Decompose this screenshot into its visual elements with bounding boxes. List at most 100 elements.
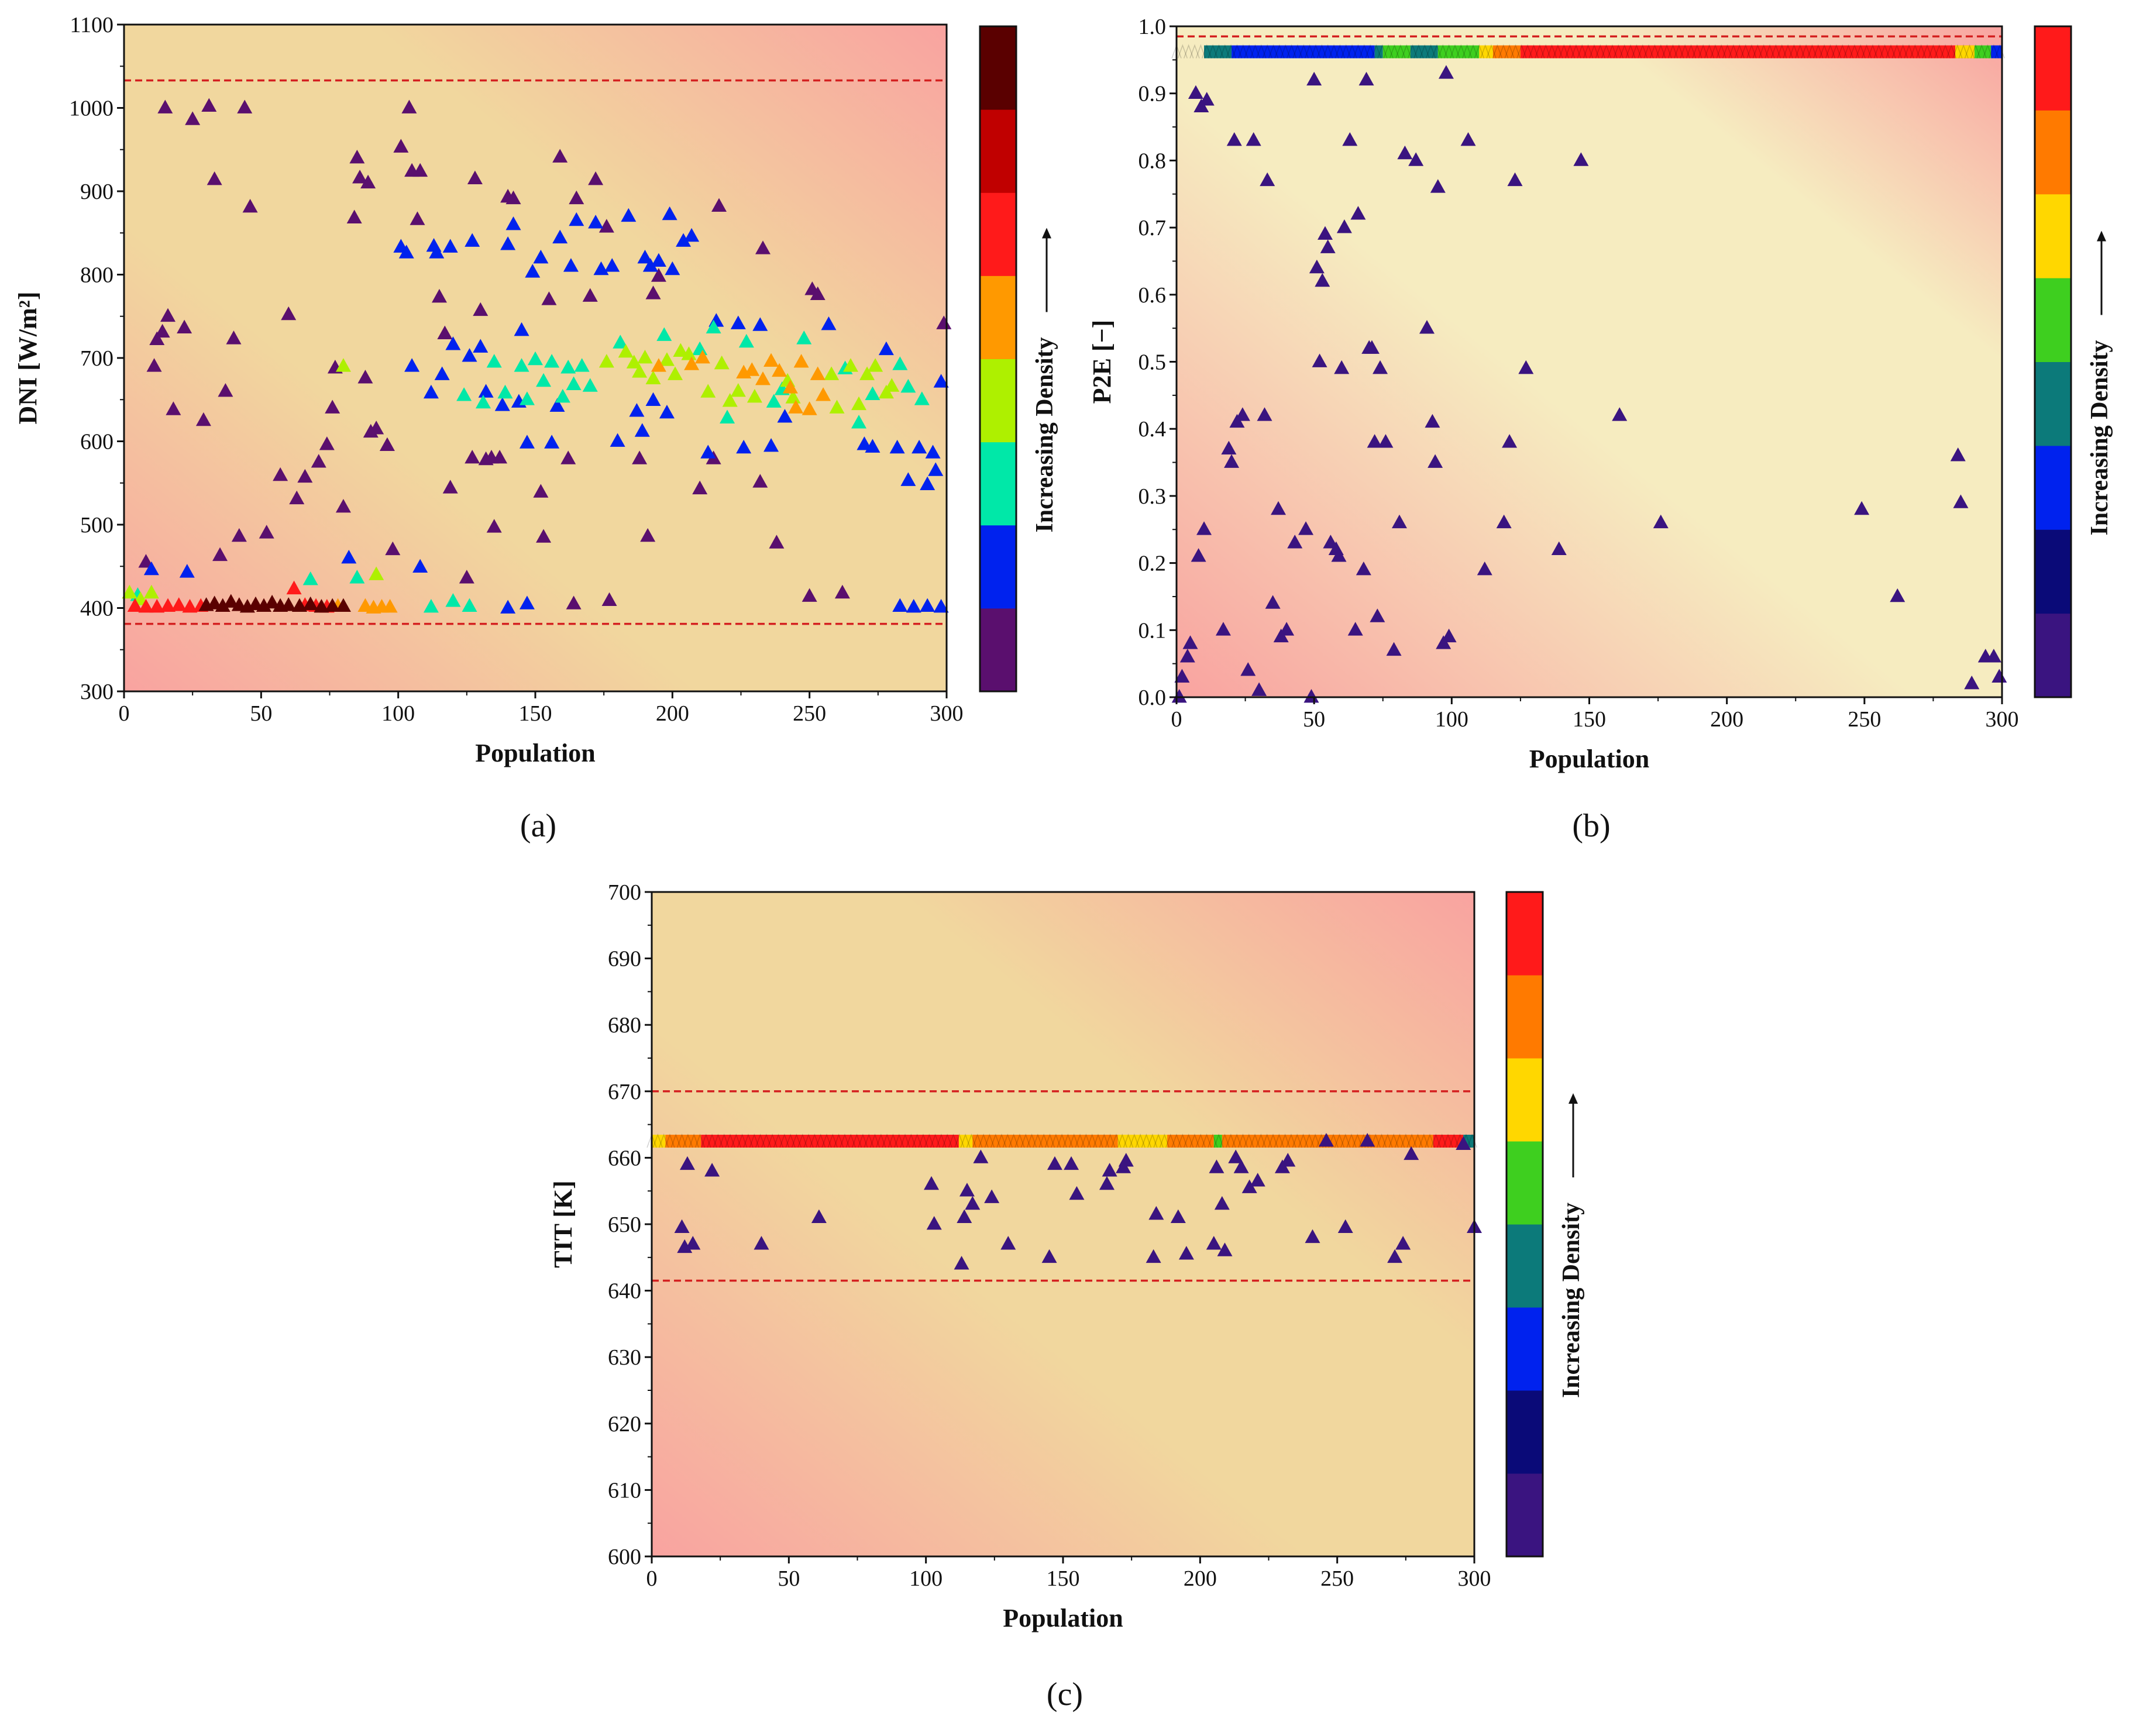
data-point (645, 392, 661, 407)
band-texture-mark (1371, 44, 1382, 58)
colorbar-segment (980, 109, 1016, 193)
data-point (582, 288, 598, 302)
x-tick-label: 0 (119, 701, 130, 726)
band-texture-mark (1480, 44, 1491, 58)
data-point (335, 358, 351, 372)
data-point (730, 315, 746, 329)
band-texture-mark (1613, 44, 1624, 58)
data-point (533, 249, 549, 264)
band-texture-mark (1382, 1133, 1393, 1148)
plot-background (652, 892, 1474, 1556)
data-point (665, 261, 680, 275)
data-point (1507, 172, 1523, 187)
chart-panel-1: 0 50 100 150 200 250 300 300 400 500 600 700 800 900 1… (13, 13, 1058, 844)
band-texture-mark (713, 1133, 724, 1148)
band-texture-mark (1698, 44, 1708, 58)
data-point (335, 598, 351, 612)
data-point (676, 233, 692, 247)
data-point (1170, 1209, 1186, 1223)
colorbar-label: Increasing Density (1031, 337, 1058, 532)
band-texture-mark (1147, 1133, 1158, 1148)
data-point (1199, 92, 1215, 106)
data-point (900, 378, 916, 393)
band-texture-mark (1879, 44, 1890, 58)
data-point (810, 286, 825, 301)
data-point (1188, 85, 1203, 99)
data-point (149, 599, 165, 613)
band-texture-mark (1038, 1133, 1049, 1148)
band-texture-mark (1189, 44, 1200, 58)
band-texture-mark (1758, 44, 1769, 58)
data-point (1477, 562, 1492, 576)
band-texture-mark (1916, 44, 1927, 58)
data-point (1280, 1153, 1296, 1167)
data-point (349, 149, 365, 164)
band-texture-mark (1268, 44, 1279, 58)
band-texture-mark (1964, 44, 1975, 58)
band-texture-mark (1346, 1133, 1357, 1148)
data-point (720, 409, 735, 423)
density-band-segment (1479, 45, 1493, 58)
band-texture-mark (1897, 44, 1908, 58)
data-point (834, 584, 850, 599)
data-point (574, 358, 590, 372)
density-band-segment (665, 1135, 701, 1148)
data-point (1191, 548, 1206, 562)
data-point (1102, 1163, 1117, 1177)
y-tick-label: 0.6 (1138, 283, 1167, 308)
y-tick-label: 0.2 (1138, 552, 1167, 576)
band-texture-mark (1886, 44, 1896, 58)
colorbar-arrow-head (2097, 230, 2106, 242)
band-texture-mark (1280, 44, 1291, 58)
band-texture-mark (1432, 44, 1442, 58)
y-tick-label: 700 (80, 346, 113, 371)
data-point (1370, 608, 1385, 622)
data-point (1228, 1149, 1244, 1163)
data-point (207, 595, 222, 609)
data-point (1612, 407, 1628, 421)
data-point (766, 394, 782, 408)
band-texture-mark (1468, 44, 1478, 58)
data-point (618, 343, 634, 358)
data-point (637, 349, 653, 364)
y-tick-label: 1.0 (1138, 15, 1167, 39)
band-texture-mark (1807, 44, 1818, 58)
band-texture-mark (1075, 1133, 1085, 1148)
band-texture-mark (942, 1133, 952, 1148)
y-tick-label: 0.8 (1138, 149, 1167, 173)
data-point (645, 370, 661, 384)
band-texture-mark (1388, 1133, 1399, 1148)
data-point (281, 597, 297, 611)
y-tick-label: 640 (608, 1279, 641, 1304)
data-point (684, 356, 700, 370)
data-point (486, 354, 502, 368)
band-texture-mark (1770, 44, 1781, 58)
data-point (868, 358, 883, 372)
colorbar-segment (980, 359, 1016, 443)
band-texture-mark (1486, 44, 1497, 58)
band-texture-mark (779, 1133, 790, 1148)
data-point (777, 409, 793, 423)
data-point (924, 1176, 940, 1190)
band-texture-mark (1407, 44, 1418, 58)
chart-panel-2: 0 50 100 150 200 250 300 0.0 0.1 0.2 0.3 0.4 0.5 0.6 0… (1088, 15, 2113, 844)
band-texture-mark (1437, 44, 1448, 58)
data-point (1298, 521, 1314, 535)
band-texture-mark (1195, 44, 1206, 58)
colorbar-segment (1506, 1058, 1543, 1142)
band-texture-mark (1322, 44, 1333, 58)
data-point (754, 1236, 769, 1250)
band-texture-mark (1904, 44, 1914, 58)
band-texture-mark (1795, 44, 1805, 58)
density-band-segment (1374, 45, 1383, 58)
band-texture-mark (1934, 44, 1945, 58)
band-texture-mark (1535, 44, 1545, 58)
data-point (824, 366, 840, 380)
colorbar-segment (1506, 1307, 1543, 1391)
data-point (442, 239, 458, 253)
colorbar-label: Increasing Density (2086, 340, 2113, 535)
data-point (143, 561, 159, 576)
data-point (281, 306, 297, 321)
band-texture-mark (894, 1133, 904, 1148)
